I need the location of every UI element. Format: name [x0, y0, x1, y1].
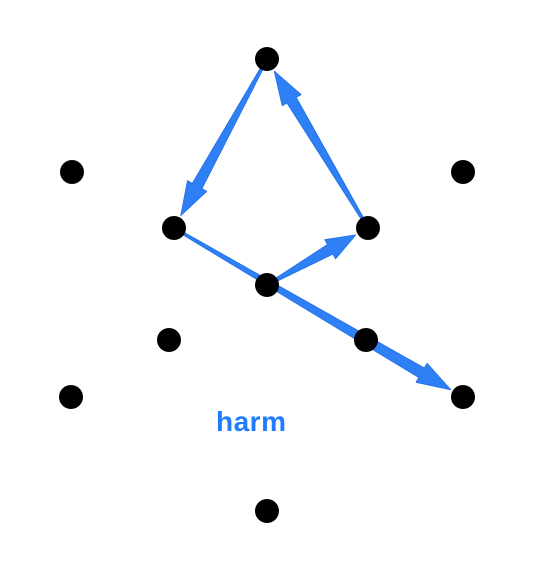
arrow-mid-left-to-lower-right [176, 228, 452, 391]
dot-upper-left [60, 160, 84, 184]
arrow-center-to-mid-right [269, 234, 357, 285]
dot-center [255, 273, 279, 297]
dot-bottom [255, 499, 279, 523]
dot-mid-right [356, 216, 380, 240]
dot-lower-right-inner [354, 328, 378, 352]
dot-upper-right [451, 160, 475, 184]
dots-layer [59, 47, 475, 523]
dot-lower-left-inner [157, 328, 181, 352]
arrow-top-to-mid-left [180, 61, 267, 217]
word-label: harm [216, 406, 287, 437]
dot-top [255, 47, 279, 71]
dot-lower-right [451, 385, 475, 409]
dot-lower-left [59, 385, 83, 409]
arrows-layer [176, 61, 452, 391]
arrow-mid-right-to-top [273, 70, 368, 226]
dot-mid-left [162, 216, 186, 240]
